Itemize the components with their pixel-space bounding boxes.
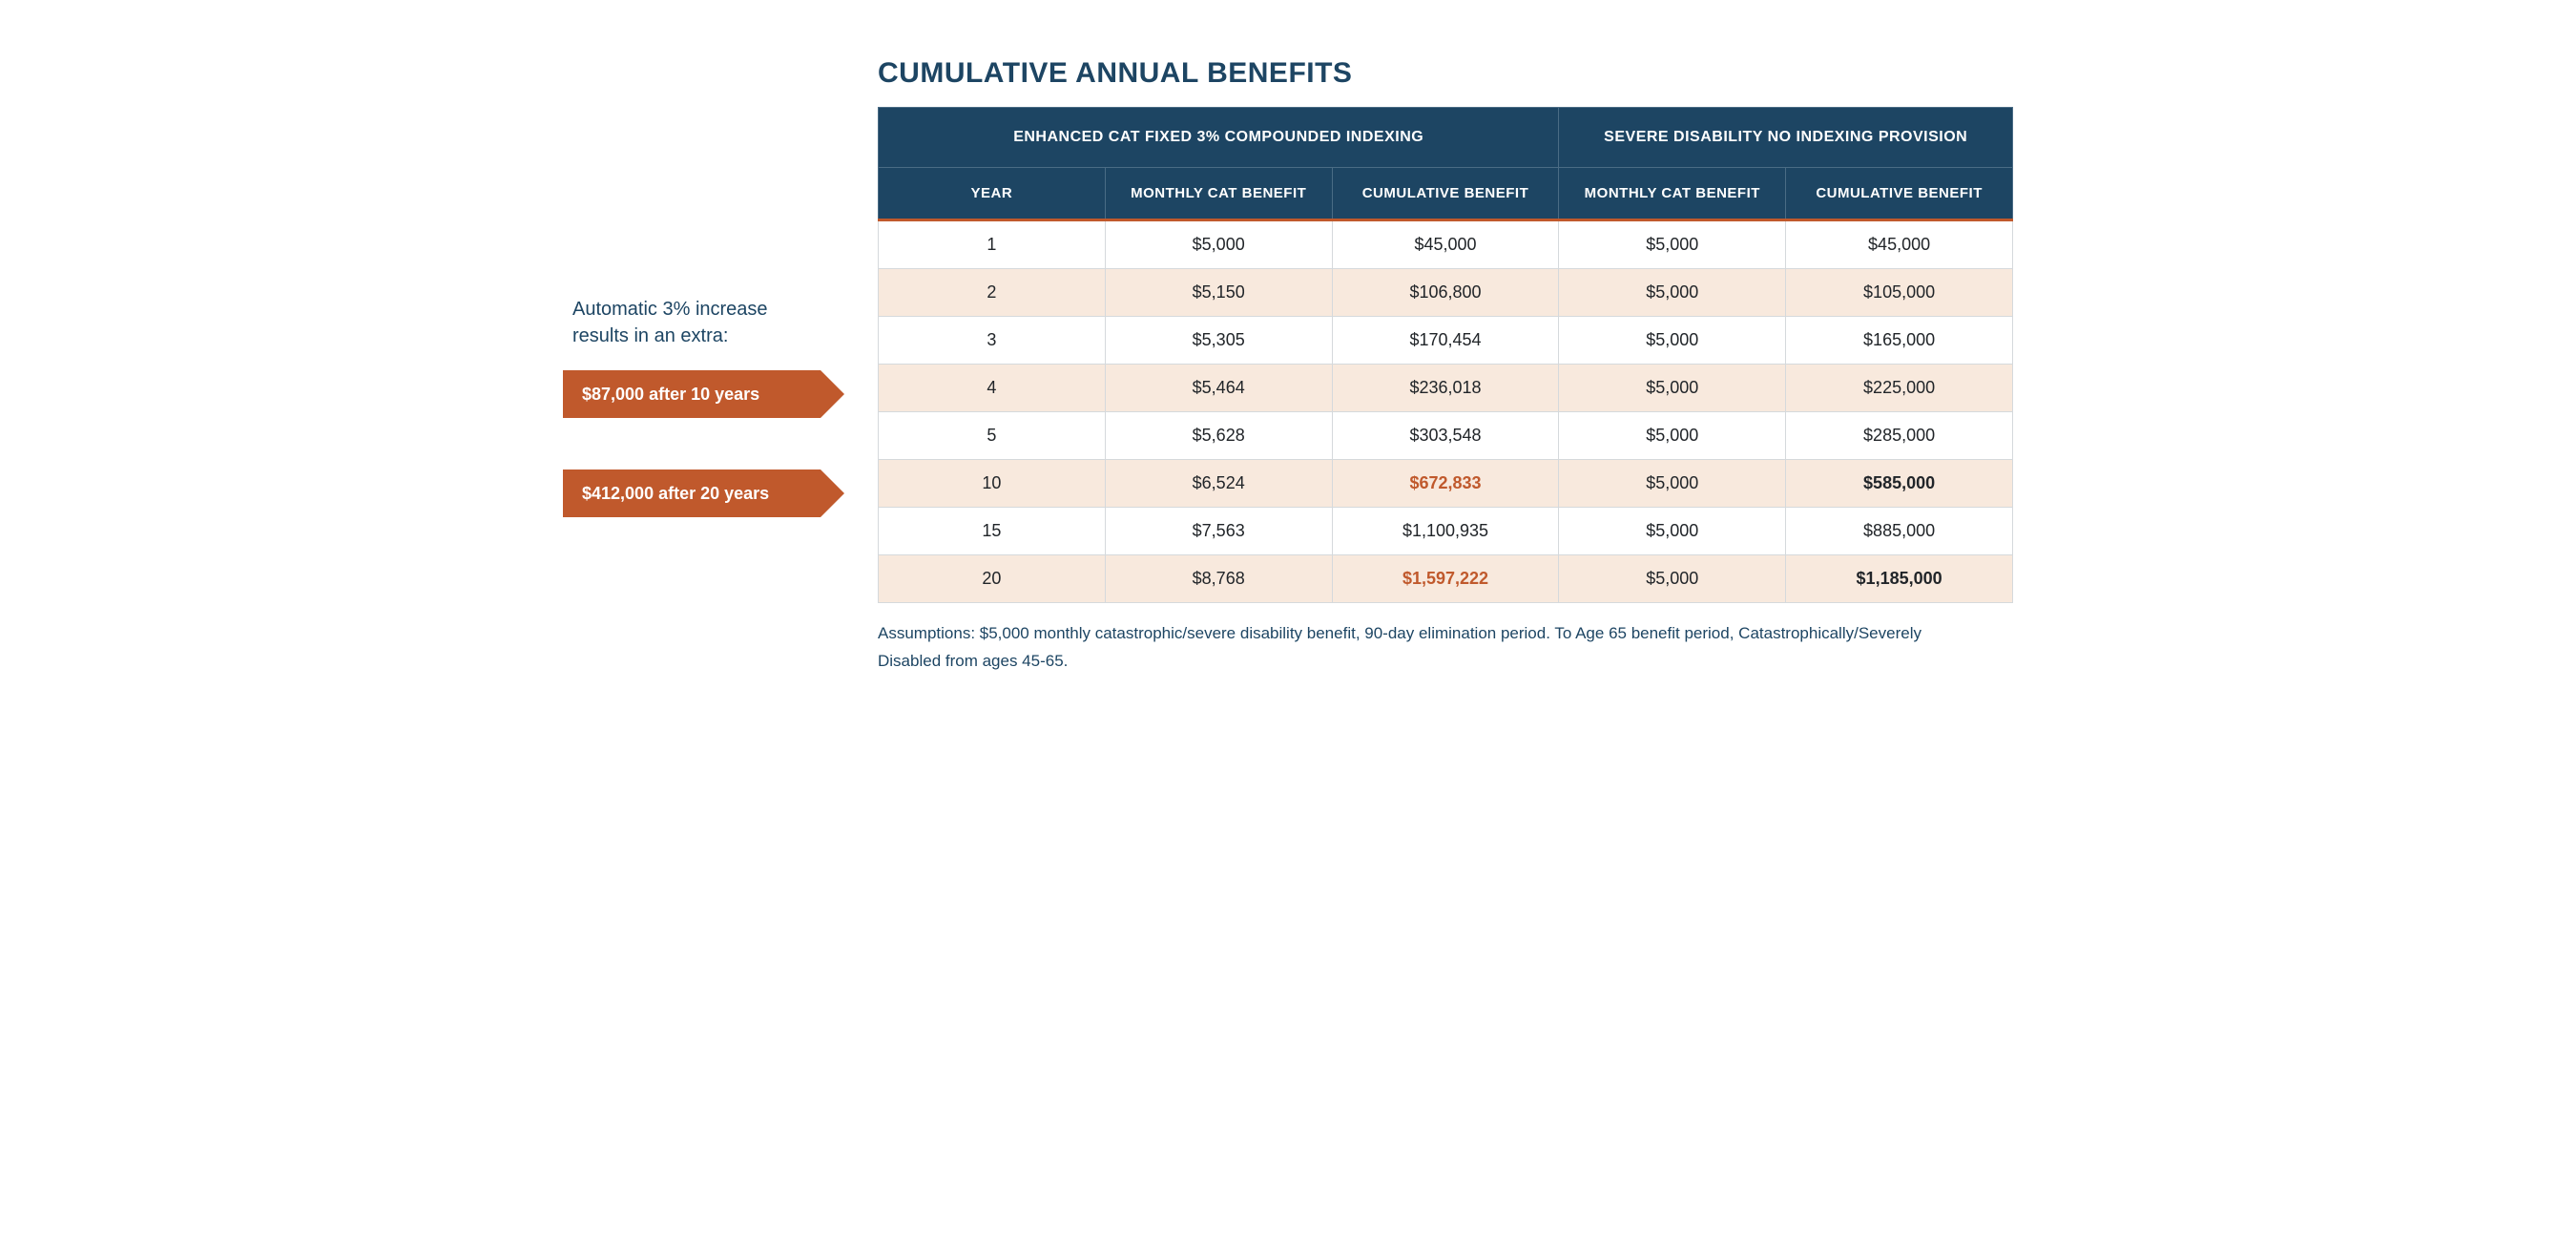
cell-monthly-right: $5,000 xyxy=(1559,460,1786,508)
callout-intro: Automatic 3% increase results in an extr… xyxy=(563,296,849,349)
cell-year: 4 xyxy=(879,365,1106,412)
callout-arrow-20yr: $412,000 after 20 years xyxy=(563,470,821,517)
cell-year: 3 xyxy=(879,317,1106,365)
cell-year: 10 xyxy=(879,460,1106,508)
page-layout: Automatic 3% increase results in an extr… xyxy=(563,57,2013,676)
cell-year: 1 xyxy=(879,220,1106,269)
cell-year: 15 xyxy=(879,508,1106,555)
cell-monthly-left: $7,563 xyxy=(1105,508,1332,555)
cell-year: 5 xyxy=(879,412,1106,460)
cell-cumulative-left: $170,454 xyxy=(1332,317,1559,365)
cell-monthly-right: $5,000 xyxy=(1559,555,1786,603)
callout-intro-line1: Automatic 3% increase xyxy=(572,299,768,320)
cell-monthly-left: $8,768 xyxy=(1105,555,1332,603)
col-cumulative-left: CUMULATIVE BENEFIT xyxy=(1332,168,1559,220)
col-monthly-left: MONTHLY CAT BENEFIT xyxy=(1105,168,1332,220)
col-year: YEAR xyxy=(879,168,1106,220)
group-header-right: SEVERE DISABILITY NO INDEXING PROVISION xyxy=(1559,108,2013,168)
cell-cumulative-right: $105,000 xyxy=(1786,269,2013,317)
table-row: 5$5,628$303,548$5,000$285,000 xyxy=(879,412,2013,460)
table-row: 15$7,563$1,100,935$5,000$885,000 xyxy=(879,508,2013,555)
cell-cumulative-left: $1,597,222 xyxy=(1332,555,1559,603)
main-column: CUMULATIVE ANNUAL BENEFITS ENHANCED CAT … xyxy=(849,57,2013,676)
cell-cumulative-left: $106,800 xyxy=(1332,269,1559,317)
cell-cumulative-right: $585,000 xyxy=(1786,460,2013,508)
callout-intro-line2: results in an extra: xyxy=(572,325,728,346)
benefits-table: ENHANCED CAT FIXED 3% COMPOUNDED INDEXIN… xyxy=(878,107,2013,603)
cell-monthly-right: $5,000 xyxy=(1559,365,1786,412)
cell-cumulative-left: $672,833 xyxy=(1332,460,1559,508)
cell-monthly-right: $5,000 xyxy=(1559,412,1786,460)
table-group-row: ENHANCED CAT FIXED 3% COMPOUNDED INDEXIN… xyxy=(879,108,2013,168)
cell-monthly-right: $5,000 xyxy=(1559,269,1786,317)
cell-monthly-left: $5,150 xyxy=(1105,269,1332,317)
table-row: 10$6,524$672,833$5,000$585,000 xyxy=(879,460,2013,508)
cell-monthly-right: $5,000 xyxy=(1559,317,1786,365)
table-row: 3$5,305$170,454$5,000$165,000 xyxy=(879,317,2013,365)
cell-cumulative-right: $165,000 xyxy=(1786,317,2013,365)
cell-monthly-right: $5,000 xyxy=(1559,220,1786,269)
cell-year: 2 xyxy=(879,269,1106,317)
callout-column: Automatic 3% increase results in an extr… xyxy=(563,57,849,569)
cell-cumulative-left: $1,100,935 xyxy=(1332,508,1559,555)
table-row: 20$8,768$1,597,222$5,000$1,185,000 xyxy=(879,555,2013,603)
table-row: 4$5,464$236,018$5,000$225,000 xyxy=(879,365,2013,412)
cell-monthly-left: $5,628 xyxy=(1105,412,1332,460)
cell-monthly-left: $6,524 xyxy=(1105,460,1332,508)
cell-cumulative-right: $285,000 xyxy=(1786,412,2013,460)
callout-arrow-10yr: $87,000 after 10 years xyxy=(563,370,821,418)
table-body: 1$5,000$45,000$5,000$45,0002$5,150$106,8… xyxy=(879,220,2013,603)
cell-monthly-right: $5,000 xyxy=(1559,508,1786,555)
cell-cumulative-left: $45,000 xyxy=(1332,220,1559,269)
cell-cumulative-right: $225,000 xyxy=(1786,365,2013,412)
table-sub-row: YEAR MONTHLY CAT BENEFIT CUMULATIVE BENE… xyxy=(879,168,2013,220)
table-head: ENHANCED CAT FIXED 3% COMPOUNDED INDEXIN… xyxy=(879,108,2013,220)
table-row: 1$5,000$45,000$5,000$45,000 xyxy=(879,220,2013,269)
col-monthly-right: MONTHLY CAT BENEFIT xyxy=(1559,168,1786,220)
col-cumulative-right: CUMULATIVE BENEFIT xyxy=(1786,168,2013,220)
cell-cumulative-left: $236,018 xyxy=(1332,365,1559,412)
cell-cumulative-left: $303,548 xyxy=(1332,412,1559,460)
callout-arrow-20yr-label: $412,000 after 20 years xyxy=(582,484,769,504)
cell-monthly-left: $5,305 xyxy=(1105,317,1332,365)
cell-cumulative-right: $1,185,000 xyxy=(1786,555,2013,603)
cell-year: 20 xyxy=(879,555,1106,603)
cell-monthly-left: $5,464 xyxy=(1105,365,1332,412)
callout-arrow-10yr-label: $87,000 after 10 years xyxy=(582,385,759,405)
cell-cumulative-right: $45,000 xyxy=(1786,220,2013,269)
page-title: CUMULATIVE ANNUAL BENEFITS xyxy=(878,57,2013,90)
group-header-left: ENHANCED CAT FIXED 3% COMPOUNDED INDEXIN… xyxy=(879,108,1559,168)
footnote: Assumptions: $5,000 monthly catastrophic… xyxy=(878,620,1927,676)
cell-monthly-left: $5,000 xyxy=(1105,220,1332,269)
table-row: 2$5,150$106,800$5,000$105,000 xyxy=(879,269,2013,317)
cell-cumulative-right: $885,000 xyxy=(1786,508,2013,555)
